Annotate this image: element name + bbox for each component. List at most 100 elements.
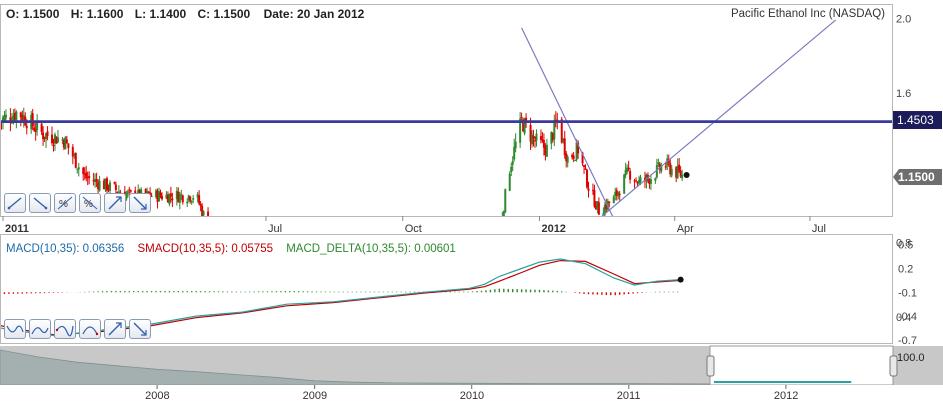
- candle-body: [166, 194, 169, 203]
- candle-body: [618, 194, 621, 196]
- candle-body: [534, 140, 536, 142]
- candle-body: [13, 112, 16, 120]
- candle-body: [565, 153, 568, 162]
- candle-body: [501, 217, 503, 224]
- candle-body: [15, 111, 18, 121]
- ray-down-icon[interactable]: [129, 319, 151, 339]
- candle-body: [669, 163, 672, 175]
- percent-up-icon[interactable]: %: [54, 193, 76, 213]
- wave-down-icon[interactable]: [29, 319, 51, 339]
- candle-body: [25, 125, 28, 129]
- price-tick-label: 1.6: [896, 88, 911, 100]
- candle-body: [605, 203, 608, 210]
- candle-body: [553, 120, 556, 140]
- candle-body: [591, 189, 594, 191]
- candle-body: [577, 142, 580, 154]
- candle-body: [43, 136, 46, 139]
- candle-body: [77, 167, 80, 170]
- wave-up-icon[interactable]: [54, 319, 76, 339]
- candle-body: [113, 182, 116, 184]
- candle-body: [178, 193, 181, 203]
- hline-label-box: [893, 111, 942, 130]
- percent-down-icon[interactable]: %: [79, 193, 101, 213]
- time-axis-label: Jul: [268, 223, 282, 235]
- candle-body: [594, 205, 597, 210]
- navigator-handle[interactable]: [706, 355, 715, 377]
- date-value: 20 Jan 2012: [296, 7, 365, 21]
- candle-body: [654, 178, 657, 181]
- candle-body: [31, 113, 34, 127]
- candle-body: [92, 180, 95, 182]
- price-tick-label: 2.0: [896, 14, 911, 26]
- candle-body: [624, 169, 627, 176]
- candle-body: [76, 168, 79, 170]
- navigator-axis-label: 2008: [145, 390, 169, 402]
- candle-body: [12, 115, 15, 122]
- candle-body: [98, 180, 101, 191]
- candle-body: [106, 178, 108, 191]
- macd-legend-smacd: SMACD(10,35,5): 0.05755: [137, 243, 273, 255]
- candle-body: [639, 177, 642, 182]
- candle-body: [541, 139, 544, 141]
- candle-body: [566, 156, 569, 163]
- trendline-up-icon[interactable]: [4, 193, 26, 213]
- candle-body: [636, 182, 639, 184]
- candle-body: [648, 179, 651, 184]
- candle-body: [86, 177, 89, 179]
- candle-body: [623, 174, 626, 194]
- candle-body: [678, 164, 681, 171]
- ray-up-icon[interactable]: [104, 319, 126, 339]
- arc-down-icon[interactable]: [79, 319, 101, 339]
- candle-body: [168, 194, 171, 205]
- candle-body: [646, 175, 649, 179]
- close-label: C:: [197, 7, 211, 21]
- macd-tick-label: -0.7: [898, 335, 917, 347]
- candle-body: [181, 195, 184, 203]
- candle-body: [147, 191, 150, 195]
- candle-body: [597, 202, 600, 215]
- candle-body: [108, 182, 111, 191]
- candle-body: [563, 138, 566, 156]
- candle-body: [679, 170, 682, 177]
- macd-tick-label: -0.4: [898, 311, 917, 323]
- macd-legend-macd: MACD(10,35): 0.06356: [6, 243, 125, 255]
- candle-body: [88, 176, 91, 179]
- candle-body: [571, 154, 574, 158]
- candle-body: [61, 139, 64, 141]
- candle-body: [575, 142, 578, 160]
- candle-body: [71, 146, 74, 157]
- wave-up-icon[interactable]: [4, 319, 26, 339]
- candle-body: [502, 211, 505, 216]
- candle-body: [34, 129, 37, 132]
- candle-body: [9, 117, 12, 122]
- candle-body: [664, 166, 667, 168]
- candle-body: [55, 136, 58, 144]
- candle-body: [638, 180, 641, 184]
- ray-up-icon[interactable]: [104, 193, 126, 213]
- macd-tick-label: 0.2: [898, 263, 913, 275]
- candle-body: [186, 201, 189, 204]
- low-value: 1.1400: [149, 7, 187, 21]
- candle-body: [542, 140, 545, 148]
- candle-body: [581, 152, 584, 164]
- macd-legend: MACD(10,35): 0.06356 SMACD(10,35,5): 0.0…: [6, 243, 456, 255]
- trendline-support: [601, 8, 849, 216]
- last-close-marker: [683, 172, 690, 179]
- candle-body: [643, 177, 646, 181]
- candle-body: [177, 191, 180, 203]
- candle-body: [40, 123, 43, 132]
- navigator-handle[interactable]: [889, 355, 898, 377]
- open-value: 1.1500: [22, 7, 60, 21]
- candle-body: [202, 211, 205, 216]
- macd-tick-label: 0.5: [898, 240, 913, 252]
- ray-down-icon[interactable]: [129, 193, 151, 213]
- candle-body: [190, 200, 193, 203]
- candle-body: [675, 167, 678, 178]
- candle-body: [64, 137, 67, 150]
- candle-body: [104, 178, 107, 190]
- trendline-down-icon[interactable]: [29, 193, 51, 213]
- candle-body: [94, 178, 97, 182]
- candle-body: [158, 191, 161, 202]
- candle-body: [128, 189, 131, 191]
- candle-body: [614, 192, 617, 196]
